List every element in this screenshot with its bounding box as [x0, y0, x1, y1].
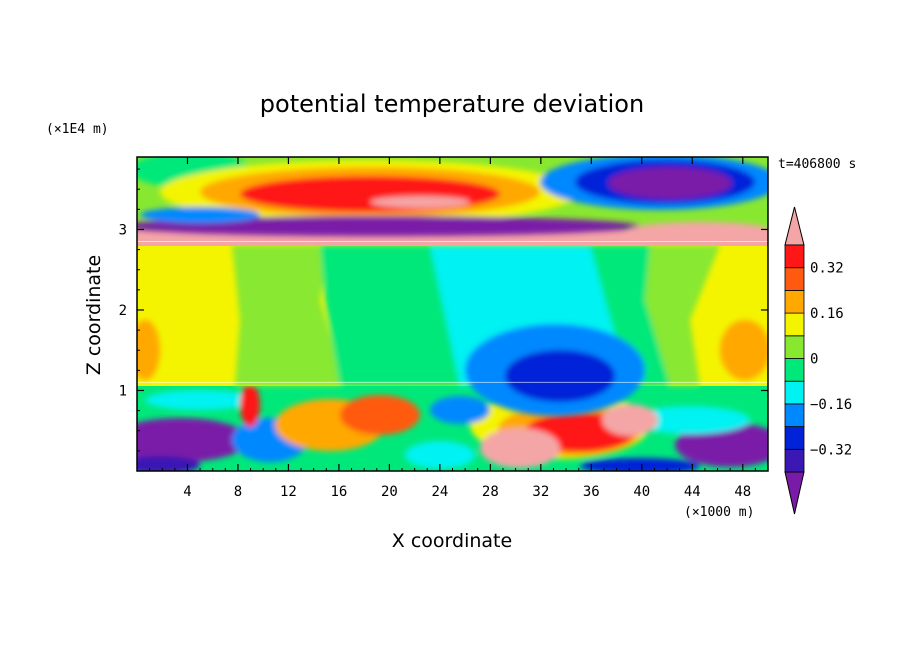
x-tick-label: 20 [381, 484, 398, 500]
colorbar-bin [784, 403, 805, 427]
x-tick-label: 8 [234, 484, 242, 500]
colorbar-label: −0.16 [810, 397, 852, 413]
colorbar-bin [784, 289, 805, 314]
chart-title: potential temperature deviation [260, 90, 644, 118]
colorbar-label: 0 [810, 352, 818, 368]
x-axis-label: X coordinate [392, 530, 512, 552]
middle-layer [137, 245, 768, 416]
x-tick-label: 40 [633, 484, 650, 500]
colorbar-bin [784, 380, 805, 405]
colorbar-label: 0.16 [810, 306, 844, 322]
x-tick-label: 36 [583, 484, 600, 500]
x-tick-label: 16 [330, 484, 347, 500]
x-tick-label: 32 [532, 484, 549, 500]
colorbar-bin [784, 267, 805, 291]
lower-layer [137, 383, 768, 471]
x-tick-label: 44 [684, 484, 701, 500]
colorbar-low-arrow [784, 471, 805, 515]
colorbar-bin [784, 312, 805, 337]
y-tick-label: 1 [119, 383, 127, 399]
x-tick-label: 4 [183, 484, 191, 500]
colorbar-bin [784, 244, 805, 269]
x-tick-label: 48 [734, 484, 751, 500]
colorbar-high-arrow [784, 206, 805, 246]
colorbar-label: 0.32 [810, 261, 844, 277]
y-tick-label: 3 [119, 222, 127, 238]
x-tick-label: 12 [280, 484, 297, 500]
colorbar-bin [784, 448, 805, 473]
y-unit-label: (×1E4 m) [46, 122, 109, 137]
colorbar-bin [784, 426, 805, 450]
upper-layer [137, 157, 768, 238]
x-tick-label: 28 [482, 484, 499, 500]
colorbar-label: −0.32 [810, 442, 852, 458]
contour-field [137, 157, 768, 471]
colorbar-bin [784, 335, 805, 359]
y-tick-label: 2 [119, 303, 127, 319]
x-tick-label: 24 [431, 484, 448, 500]
colorbar: 0.32 0.16 0 −0.16 −0.32 [784, 206, 852, 515]
time-label: t=406800 s [778, 157, 856, 172]
x-unit-label: (×1000 m) [684, 505, 754, 520]
colorbar-bin [784, 358, 805, 382]
y-axis-label: Z coordinate [83, 255, 105, 375]
